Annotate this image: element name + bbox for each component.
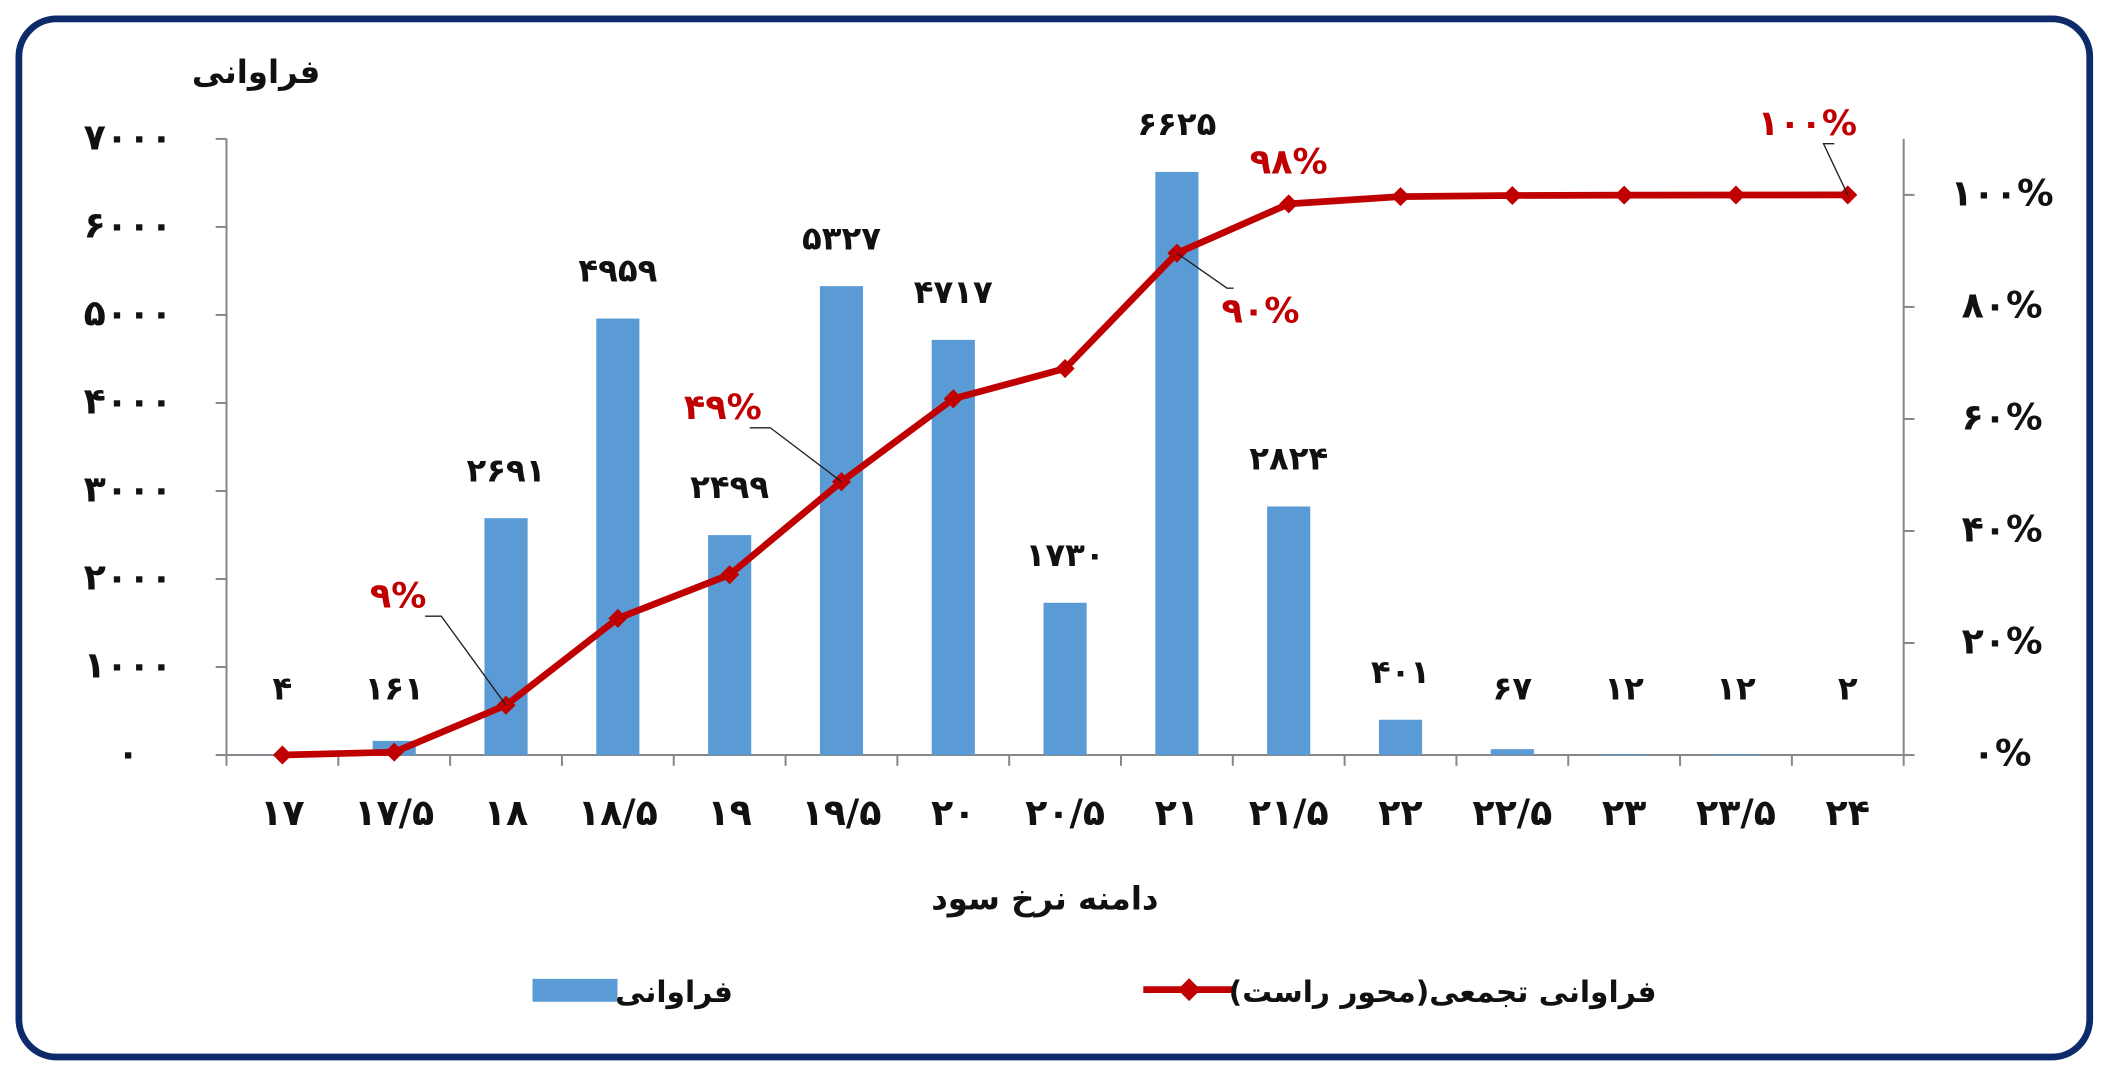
y-axis-title: فراوانی — [192, 53, 320, 91]
value-label: ۵۳۲۷ — [802, 219, 881, 257]
x-tick-label: ۱۷ — [260, 791, 304, 834]
legend-swatch — [532, 978, 618, 1002]
leader-line — [425, 615, 507, 706]
value-label: ۲۶۹۱ — [467, 451, 546, 489]
marker — [1055, 359, 1075, 379]
x-tick-label: ۲۴ — [1826, 791, 1870, 834]
leader-line — [1822, 143, 1849, 196]
x-tick-label: ۲۲/۵ — [1472, 791, 1552, 834]
marker — [1390, 187, 1411, 207]
x-tick-label: ۲۳/۵ — [1696, 791, 1776, 834]
value-label: ۶۷ — [1493, 669, 1533, 707]
x-tick-label: ۲۱/۵ — [1249, 791, 1329, 834]
bar — [484, 518, 528, 756]
marker — [1502, 185, 1522, 206]
leader-line — [749, 427, 842, 483]
value-label: ۱۲ — [1604, 669, 1644, 707]
value-label: ۱۲ — [1716, 669, 1756, 707]
value-label: ۴۰۱ — [1371, 653, 1430, 691]
y2-tick-label: ۸۰% — [1962, 283, 2043, 326]
frame — [15, 15, 2094, 1061]
x-tick-label: ۱۹/۵ — [801, 791, 881, 834]
leader-line — [1176, 252, 1234, 289]
value-label: ۴۹% — [684, 387, 762, 428]
y2-tick-label: ۲۰% — [1962, 620, 2043, 663]
bar — [1714, 753, 1758, 756]
legend-marker — [1177, 978, 1201, 1002]
value-label: ۱۷۳۰ — [1026, 536, 1105, 574]
x-tick-label: ۲۲ — [1378, 791, 1422, 834]
marker — [1614, 185, 1634, 205]
x-tick-label: ۱۸ — [484, 791, 528, 834]
x-tick-label: ۱۹ — [707, 791, 751, 834]
value-label: ۲۴۹۹ — [690, 468, 769, 506]
y-tick-label: ۲۰۰۰ — [84, 556, 173, 599]
value-label: ۹۸% — [1250, 141, 1328, 182]
y-tick-label: ۴۰۰۰ — [84, 379, 173, 422]
marker — [1726, 185, 1746, 205]
x-axis-title: دامنه نرخ سود — [931, 880, 1158, 918]
y-tick-label: ۰ — [117, 732, 139, 775]
x-tick-label: ۱۷/۵ — [354, 791, 434, 834]
legend-label: فراوانی تجمعی(محور راست) — [1229, 974, 1657, 1009]
y2-tick-label: ۶۰% — [1962, 395, 2043, 438]
bar — [819, 286, 864, 756]
bar — [1490, 749, 1534, 756]
x-tick-label: ۲۱ — [1155, 791, 1199, 834]
value-label: ۴۷۱۷ — [914, 273, 993, 311]
y-tick-label: ۱۰۰۰ — [84, 644, 173, 687]
value-label: ۴ — [273, 669, 293, 707]
y2-tick-label: ۱۰۰% — [1951, 171, 2054, 214]
value-label: ۱۰۰% — [1758, 103, 1857, 144]
value-label: ۴۹۵۹ — [578, 252, 657, 290]
value-label: ۶۶۲۵ — [1137, 105, 1216, 143]
marker — [1279, 194, 1299, 214]
y-tick-label: ۶۰۰۰ — [84, 203, 173, 246]
marker — [384, 742, 404, 762]
x-tick-label: ۲۳ — [1602, 791, 1646, 834]
bar — [1267, 506, 1311, 756]
value-label: ۲ — [1838, 669, 1858, 707]
y-tick-label: ۵۰۰۰ — [84, 291, 173, 334]
x-tick-label: ۱۸/۵ — [578, 791, 658, 834]
marker — [943, 389, 963, 409]
y-tick-label: ۳۰۰۰ — [84, 467, 173, 510]
value-label: ۹% — [370, 575, 427, 616]
x-tick-label: ۲۰/۵ — [1025, 791, 1105, 834]
legend-label: فراوانی — [615, 974, 733, 1009]
value-label: ۲۸۲۴ — [1249, 440, 1328, 478]
y2-tick-label: ۰% — [1973, 732, 2032, 775]
y2-tick-label: ۴۰% — [1962, 507, 2043, 550]
x-tick-label: ۲۰ — [931, 791, 975, 834]
bar — [1378, 719, 1423, 756]
value-label: ۹۰% — [1222, 290, 1300, 331]
bar — [1602, 753, 1646, 756]
bar — [596, 318, 640, 756]
y-tick-label: ۷۰۰۰ — [84, 115, 173, 158]
marker — [272, 745, 292, 765]
bar — [1043, 602, 1087, 756]
value-label: ۱۶۱ — [365, 669, 424, 707]
